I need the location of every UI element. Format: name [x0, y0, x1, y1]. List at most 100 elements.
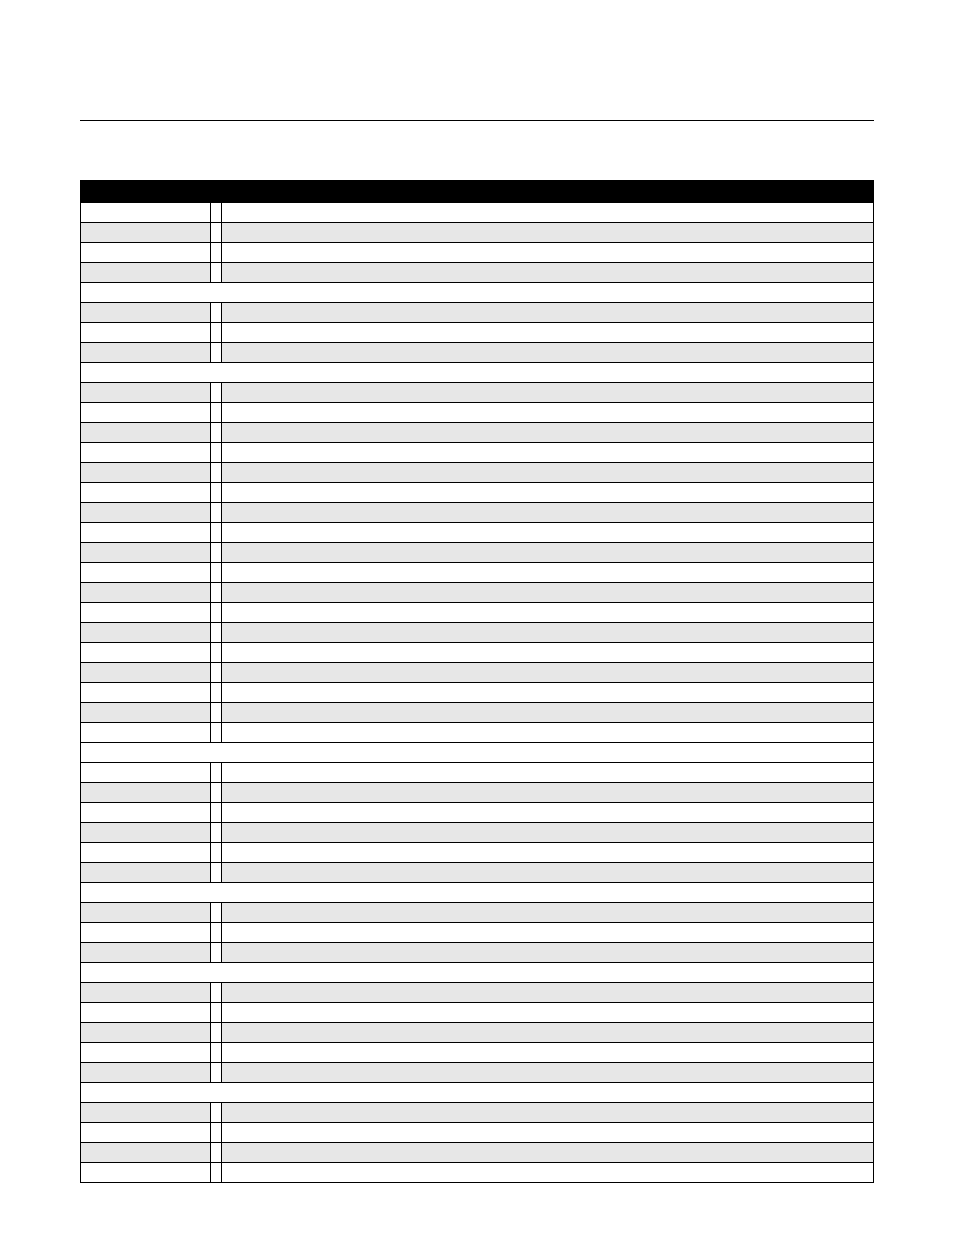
cell-gap: [211, 1003, 222, 1023]
cell-col1: [81, 463, 211, 483]
table-row: [81, 1063, 874, 1083]
cell-col1: [81, 683, 211, 703]
cell-gap: [211, 403, 222, 423]
cell-col1: [81, 763, 211, 783]
table-row: [81, 763, 874, 783]
cell-col1: [81, 1163, 211, 1183]
cell-gap: [211, 223, 222, 243]
cell-col2: [222, 263, 874, 283]
cell-col2: [222, 483, 874, 503]
cell-col2: [222, 563, 874, 583]
cell-gap: [211, 383, 222, 403]
cell-col1: [81, 203, 211, 223]
cell-col2: [222, 403, 874, 423]
section-cell: [81, 743, 874, 763]
cell-col1: [81, 1063, 211, 1083]
cell-gap: [211, 783, 222, 803]
cell-col1: [81, 1023, 211, 1043]
cell-col2: [222, 783, 874, 803]
table-row: [81, 583, 874, 603]
section-cell: [81, 363, 874, 383]
table-row: [81, 663, 874, 683]
cell-col1: [81, 383, 211, 403]
cell-gap: [211, 863, 222, 883]
cell-col2: [222, 923, 874, 943]
table-row: [81, 903, 874, 923]
cell-col2: [222, 1143, 874, 1163]
cell-col1: [81, 643, 211, 663]
cell-col2: [222, 523, 874, 543]
cell-gap: [211, 823, 222, 843]
cell-gap: [211, 203, 222, 223]
cell-col2: [222, 1103, 874, 1123]
cell-col1: [81, 563, 211, 583]
cell-gap: [211, 643, 222, 663]
cell-gap: [211, 543, 222, 563]
cell-col1: [81, 623, 211, 643]
cell-col1: [81, 843, 211, 863]
table-row: [81, 783, 874, 803]
cell-col1: [81, 443, 211, 463]
cell-col2: [222, 1023, 874, 1043]
table-row: [81, 343, 874, 363]
table-row: [81, 543, 874, 563]
cell-col1: [81, 823, 211, 843]
table-row: [81, 943, 874, 963]
cell-col2: [222, 943, 874, 963]
table-row: [81, 403, 874, 423]
cell-gap: [211, 683, 222, 703]
cell-gap: [211, 603, 222, 623]
cell-col2: [222, 763, 874, 783]
table-row: [81, 983, 874, 1003]
table-row: [81, 1123, 874, 1143]
cell-gap: [211, 243, 222, 263]
cell-gap: [211, 463, 222, 483]
cell-col1: [81, 1143, 211, 1163]
cell-col1: [81, 863, 211, 883]
cell-col2: [222, 203, 874, 223]
table-container: [80, 180, 874, 1183]
cell-col2: [222, 703, 874, 723]
cell-gap: [211, 263, 222, 283]
table-row: [81, 1163, 874, 1183]
table-row: [81, 503, 874, 523]
cell-col1: [81, 903, 211, 923]
table-row: [81, 723, 874, 743]
cell-gap: [211, 483, 222, 503]
cell-col2: [222, 423, 874, 443]
table-row: [81, 683, 874, 703]
section-cell: [81, 283, 874, 303]
table-row: [81, 443, 874, 463]
cell-col2: [222, 383, 874, 403]
cell-col1: [81, 1123, 211, 1143]
cell-col2: [222, 903, 874, 923]
table-row: [81, 523, 874, 543]
cell-col2: [222, 623, 874, 643]
cell-gap: [211, 983, 222, 1003]
cell-col1: [81, 723, 211, 743]
cell-col1: [81, 343, 211, 363]
cell-gap: [211, 723, 222, 743]
cell-gap: [211, 903, 222, 923]
table-header-cell: [81, 181, 874, 203]
table-row: [81, 1143, 874, 1163]
cell-col1: [81, 263, 211, 283]
cell-gap: [211, 443, 222, 463]
cell-col2: [222, 843, 874, 863]
section-cell: [81, 883, 874, 903]
table-row: [81, 303, 874, 323]
table-row: [81, 703, 874, 723]
table-row: [81, 1043, 874, 1063]
cell-col2: [222, 323, 874, 343]
cell-col2: [222, 543, 874, 563]
cell-col1: [81, 1003, 211, 1023]
cell-col2: [222, 1043, 874, 1063]
cell-col2: [222, 583, 874, 603]
cell-gap: [211, 763, 222, 783]
cell-col1: [81, 1043, 211, 1063]
table-row: [81, 823, 874, 843]
cell-gap: [211, 303, 222, 323]
cell-col1: [81, 303, 211, 323]
table-row: [81, 563, 874, 583]
cell-gap: [211, 563, 222, 583]
